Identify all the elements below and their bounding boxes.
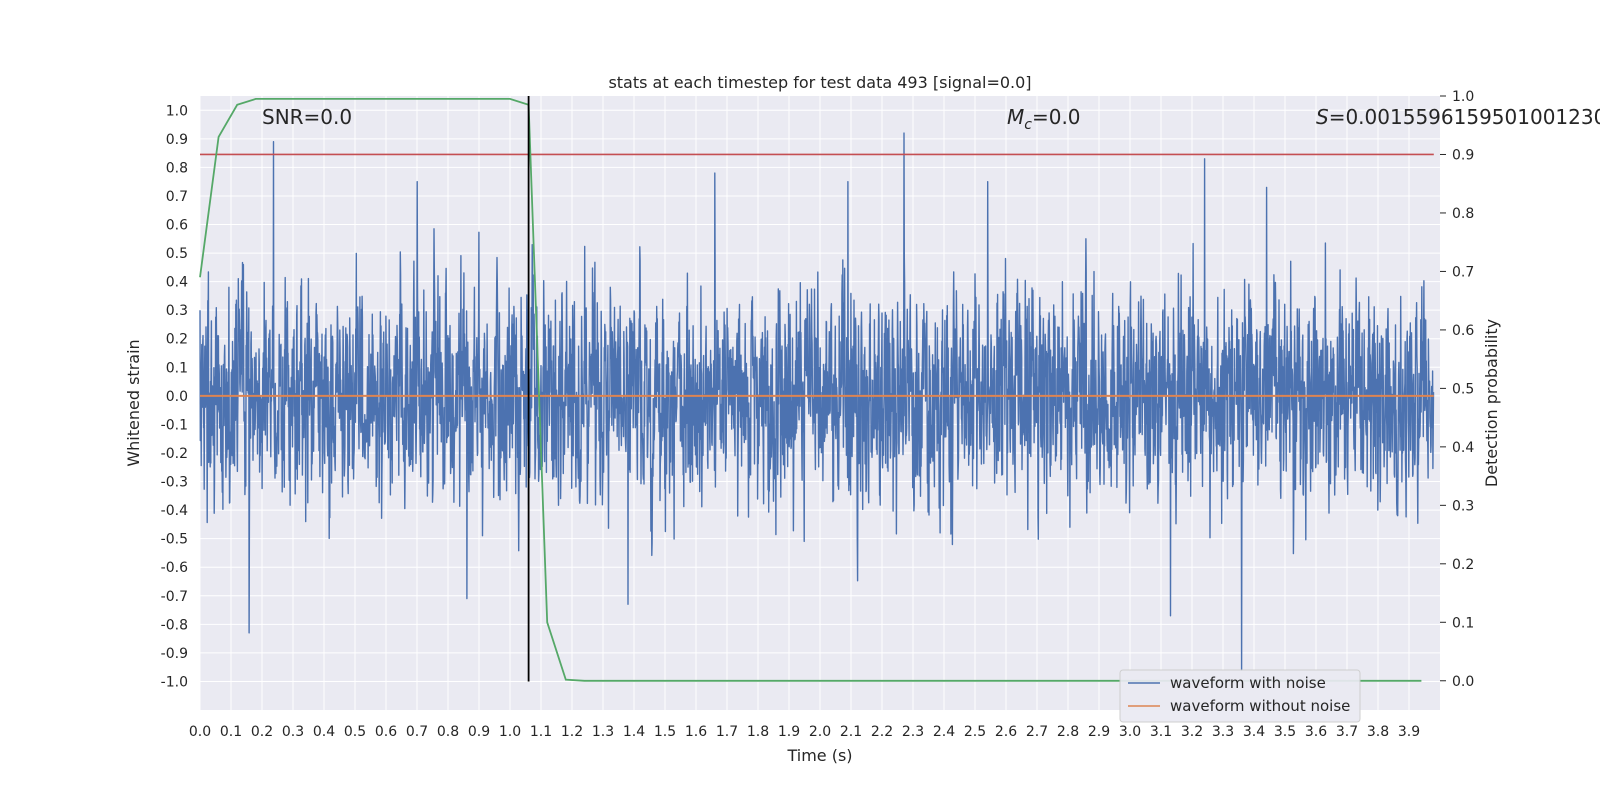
chart-title: stats at each timestep for test data 493… xyxy=(608,73,1031,92)
y-right-tick-label: 0.7 xyxy=(1452,264,1474,280)
y-tick-label: 0.8 xyxy=(166,160,188,176)
x-tick-label: 3.8 xyxy=(1367,724,1389,740)
snr-annotation: SNR=0.0 xyxy=(262,105,352,129)
y-tick-label: 0.6 xyxy=(166,218,188,234)
x-tick-label: 2.7 xyxy=(1026,724,1048,740)
detection-probability-line xyxy=(199,98,1422,682)
s-value: =0.0015596159501001230 xyxy=(1329,105,1600,129)
y-tick-label: -0.4 xyxy=(161,503,188,519)
x-tick-label: 3.7 xyxy=(1336,724,1358,740)
legend-label-noise: waveform with noise xyxy=(1170,674,1326,692)
legend-label-clean: waveform without noise xyxy=(1170,697,1350,715)
legend-box xyxy=(1119,669,1361,723)
x-tick-label: 3.3 xyxy=(1212,724,1234,740)
x-tick-label: 1.6 xyxy=(685,724,707,740)
y-right-tick-label: 0.3 xyxy=(1452,498,1474,514)
mc-symbol: M xyxy=(1007,105,1024,129)
y-tick-label: 0.3 xyxy=(166,303,188,319)
x-tick-label: 0.4 xyxy=(313,724,335,740)
x-tick-label: 3.4 xyxy=(1243,724,1265,740)
y-tick-label: -0.3 xyxy=(161,475,188,491)
y-tick-label: -0.5 xyxy=(161,532,188,548)
x-tick-label: 1.4 xyxy=(623,724,645,740)
x-tick-label: 1.3 xyxy=(592,724,614,740)
x-tick-label: 0.0 xyxy=(189,724,211,740)
y-right-tick-label: 0.8 xyxy=(1452,206,1474,222)
x-tick-label: 2.3 xyxy=(902,724,924,740)
y-axis-label: Whitened strain xyxy=(124,339,143,466)
mc-subscript: c xyxy=(1024,117,1032,133)
mc-value: =0.0 xyxy=(1032,105,1081,129)
x-tick-label: 1.5 xyxy=(654,724,676,740)
y-tick-label: 0.0 xyxy=(166,389,188,405)
y-right-tick-label: 0.5 xyxy=(1452,381,1474,397)
overlay-layer xyxy=(199,96,1434,682)
x-tick-label: 1.0 xyxy=(499,724,521,740)
x-tick-label: 3.5 xyxy=(1274,724,1296,740)
x-tick-label: 2.8 xyxy=(1057,724,1079,740)
x-tick-label: 3.1 xyxy=(1150,724,1172,740)
x-tick-label: 2.9 xyxy=(1088,724,1110,740)
x-axis-label: Time (s) xyxy=(786,746,852,765)
y-tick-label: -0.9 xyxy=(161,646,188,662)
y-tick-label: 0.2 xyxy=(166,332,188,348)
axes: 0.0 0.1 0.2 0.3 0.4 0.5 0.6 0.7 0.8 0.9 1.0 1.1 1.2 1… xyxy=(161,89,1475,740)
x-tick-label: 0.3 xyxy=(282,724,304,740)
x-tick-label: 2.1 xyxy=(840,724,862,740)
y-tick-label: 0.5 xyxy=(166,246,188,262)
y-tick-label: -0.6 xyxy=(161,560,188,576)
grid xyxy=(199,96,1440,710)
x-tick-label: 2.5 xyxy=(964,724,986,740)
x-tick-label: 2.6 xyxy=(995,724,1017,740)
y-right-tick-label: 0.9 xyxy=(1452,147,1474,163)
mc-annotation: Mc=0.0 xyxy=(1007,105,1081,133)
x-tick-label: 2.2 xyxy=(871,724,893,740)
y-tick-label: 0.4 xyxy=(166,275,188,291)
waveform-with-noise-series xyxy=(199,132,1435,671)
y-tick-label: -1.0 xyxy=(161,674,188,690)
s-symbol: S xyxy=(1316,105,1329,129)
x-tick-label: 3.2 xyxy=(1181,724,1203,740)
x-tick-label: 3.9 xyxy=(1398,724,1420,740)
x-tick-label: 0.7 xyxy=(406,724,428,740)
y-right-tick-label: 0.6 xyxy=(1452,323,1474,339)
x-tick-label: 0.2 xyxy=(251,724,273,740)
y-tick-label: 0.7 xyxy=(166,189,188,205)
y-tick-label: -0.2 xyxy=(161,446,188,462)
x-tick-label: 0.5 xyxy=(344,724,366,740)
y-tick-label: 0.1 xyxy=(166,360,188,376)
y-axis-right-label: Detection probability xyxy=(1482,319,1501,487)
x-tick-label: 0.8 xyxy=(437,724,459,740)
x-tick-label: 2.0 xyxy=(809,724,831,740)
y-right-tick-label: 0.2 xyxy=(1452,557,1474,573)
y-tick-label: -0.1 xyxy=(161,417,188,433)
y-tick-label: -0.7 xyxy=(161,589,188,605)
s-annotation: S=0.0015596159501001230 xyxy=(1316,105,1600,129)
x-tick-label: 1.2 xyxy=(561,724,583,740)
x-tick-label: 1.8 xyxy=(747,724,769,740)
x-tick-label: 1.1 xyxy=(530,724,552,740)
y-right-tick-label: 1.0 xyxy=(1452,89,1474,105)
y-right-tick-label: 0.1 xyxy=(1452,615,1474,631)
waveform-with-noise-line xyxy=(199,132,1435,671)
x-tick-label: 3.6 xyxy=(1305,724,1327,740)
y-tick-label: 1.0 xyxy=(166,103,188,119)
x-tick-label: 2.4 xyxy=(933,724,955,740)
y-tick-label: 0.9 xyxy=(166,132,188,148)
x-tick-label: 3.0 xyxy=(1119,724,1141,740)
x-tick-label: 0.1 xyxy=(220,724,242,740)
legend: waveform with noise waveform without noi… xyxy=(1119,669,1361,723)
y-right-tick-label: 0.0 xyxy=(1452,674,1474,690)
x-tick-label: 1.7 xyxy=(716,724,738,740)
x-tick-label: 0.6 xyxy=(375,724,397,740)
x-tick-label: 0.9 xyxy=(468,724,490,740)
x-tick-label: 1.9 xyxy=(778,724,800,740)
y-tick-label: -0.8 xyxy=(161,617,188,633)
y-right-tick-label: 0.4 xyxy=(1452,440,1474,456)
